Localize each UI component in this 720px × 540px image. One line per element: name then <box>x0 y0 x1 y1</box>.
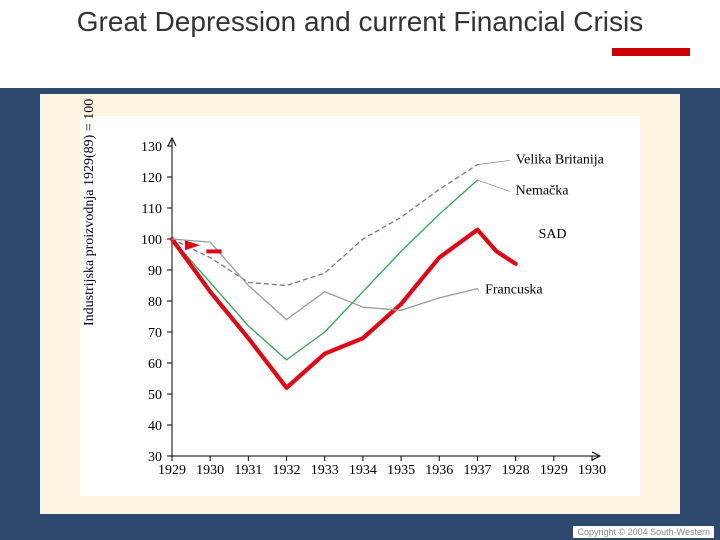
chart-svg: 3040506070809010011012013019291930193119… <box>80 116 640 496</box>
slide-title: Great Depression and current Financial C… <box>20 6 700 38</box>
svg-text:1935: 1935 <box>387 463 415 478</box>
chart-background: Industrijska proizvodnja 1929(89) = 100 … <box>80 116 640 496</box>
svg-text:50: 50 <box>148 388 162 403</box>
svg-text:Francuska: Francuska <box>485 283 543 298</box>
svg-text:90: 90 <box>148 264 162 279</box>
svg-text:1928: 1928 <box>502 463 530 478</box>
svg-text:40: 40 <box>148 419 162 434</box>
svg-text:1933: 1933 <box>311 463 339 478</box>
svg-text:120: 120 <box>141 171 162 186</box>
svg-text:1936: 1936 <box>425 463 453 478</box>
svg-text:1929: 1929 <box>540 463 568 478</box>
chart-panel: Industrijska proizvodnja 1929(89) = 100 … <box>40 94 680 514</box>
svg-text:1937: 1937 <box>463 463 491 478</box>
svg-text:100: 100 <box>141 233 162 248</box>
svg-text:110: 110 <box>142 202 162 217</box>
slide-header: Great Depression and current Financial C… <box>0 0 720 88</box>
svg-text:1934: 1934 <box>349 463 377 478</box>
svg-text:70: 70 <box>148 326 162 341</box>
svg-text:1930: 1930 <box>196 463 224 478</box>
svg-text:SAD: SAD <box>539 227 567 242</box>
svg-text:1930: 1930 <box>578 463 606 478</box>
svg-text:1932: 1932 <box>273 463 301 478</box>
svg-text:1931: 1931 <box>234 463 262 478</box>
accent-bar <box>612 48 690 56</box>
svg-text:80: 80 <box>148 295 162 310</box>
svg-text:60: 60 <box>148 357 162 372</box>
svg-text:Velika Britanija: Velika Britanija <box>516 152 605 167</box>
svg-text:1929: 1929 <box>158 463 186 478</box>
copyright-text: Copyright © 2004 South-Western <box>573 526 714 538</box>
slide-body: Industrijska proizvodnja 1929(89) = 100 … <box>0 88 720 540</box>
svg-text:Nemačka: Nemačka <box>516 183 570 198</box>
svg-text:130: 130 <box>141 140 162 155</box>
